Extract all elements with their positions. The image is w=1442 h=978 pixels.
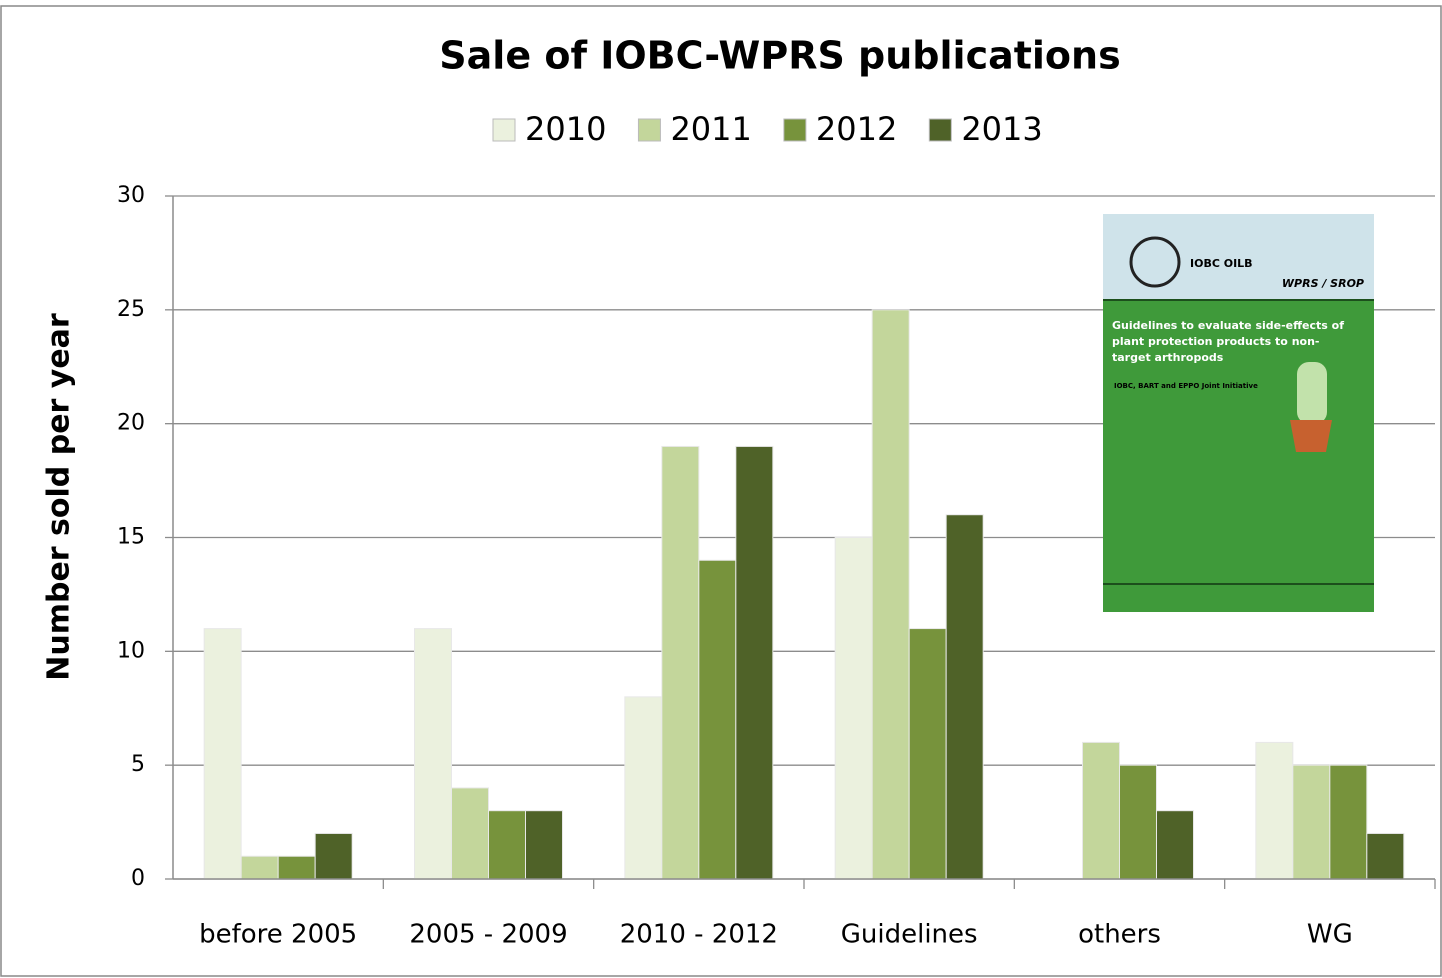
- x-tick-label: 2010 - 2012: [620, 920, 778, 950]
- legend-label: 2012: [816, 110, 897, 148]
- inset-title: Guidelines to evaluate side-effects of p…: [1112, 318, 1352, 366]
- inset-logo-text: IOBC OILB: [1190, 257, 1253, 270]
- bar: [278, 856, 315, 879]
- x-tick-label: WG: [1307, 920, 1353, 950]
- x-tick-label: Guidelines: [841, 920, 978, 950]
- bar: [835, 538, 872, 880]
- bar: [1367, 833, 1404, 879]
- bar: [1157, 811, 1194, 879]
- legend-swatch: [929, 119, 951, 141]
- y-tick-label: 0: [131, 866, 145, 891]
- legend-label: 2013: [961, 110, 1042, 148]
- bar: [946, 515, 983, 879]
- y-tick-label: 15: [117, 525, 145, 550]
- y-tick-label: 25: [117, 297, 145, 322]
- legend-swatch: [493, 119, 515, 141]
- bar: [909, 629, 946, 879]
- y-axis-label: Number sold per year: [42, 313, 77, 681]
- bar: [415, 629, 452, 879]
- bar: [662, 446, 699, 879]
- y-tick-label: 30: [117, 183, 145, 208]
- inset-image: IOBC OILB WPRS / SROP Guidelines to evalua…: [1103, 214, 1374, 612]
- inset-device: [1297, 362, 1327, 424]
- chart-title: Sale of IOBC-WPRS publications: [439, 34, 1120, 78]
- bar: [1256, 742, 1293, 879]
- inset-subtitle: IOBC, BART and EPPO Joint Initiative: [1114, 382, 1258, 390]
- legend-swatch: [638, 119, 660, 141]
- bar: [204, 629, 241, 879]
- y-tick-label: 10: [117, 638, 145, 663]
- legend-swatch: [784, 119, 806, 141]
- inset-section: WPRS / SROP: [1282, 277, 1364, 290]
- bar: [526, 811, 563, 879]
- legend-label: 2011: [670, 110, 751, 148]
- inset-pot: [1290, 420, 1332, 452]
- chart: Sale of IOBC-WPRS publications Number so…: [0, 0, 1442, 978]
- bar: [1293, 765, 1330, 879]
- bar: [736, 446, 773, 879]
- y-tick-label: 5: [131, 752, 145, 777]
- bar: [489, 811, 526, 879]
- y-tick-label: 20: [117, 411, 145, 436]
- bar: [699, 560, 736, 879]
- bar: [872, 310, 909, 879]
- x-tick-label: others: [1078, 920, 1161, 950]
- bar: [315, 833, 352, 879]
- bar: [1083, 742, 1120, 879]
- legend-label: 2010: [525, 110, 606, 148]
- bar: [1120, 765, 1157, 879]
- bar: [452, 788, 489, 879]
- bar: [241, 856, 278, 879]
- x-tick-label: before 2005: [199, 920, 357, 950]
- bar: [1330, 765, 1367, 879]
- page: Sale of IOBC-WPRS publications Number so…: [0, 0, 1442, 978]
- bar: [625, 697, 662, 879]
- x-tick-label: 2005 - 2009: [409, 920, 567, 950]
